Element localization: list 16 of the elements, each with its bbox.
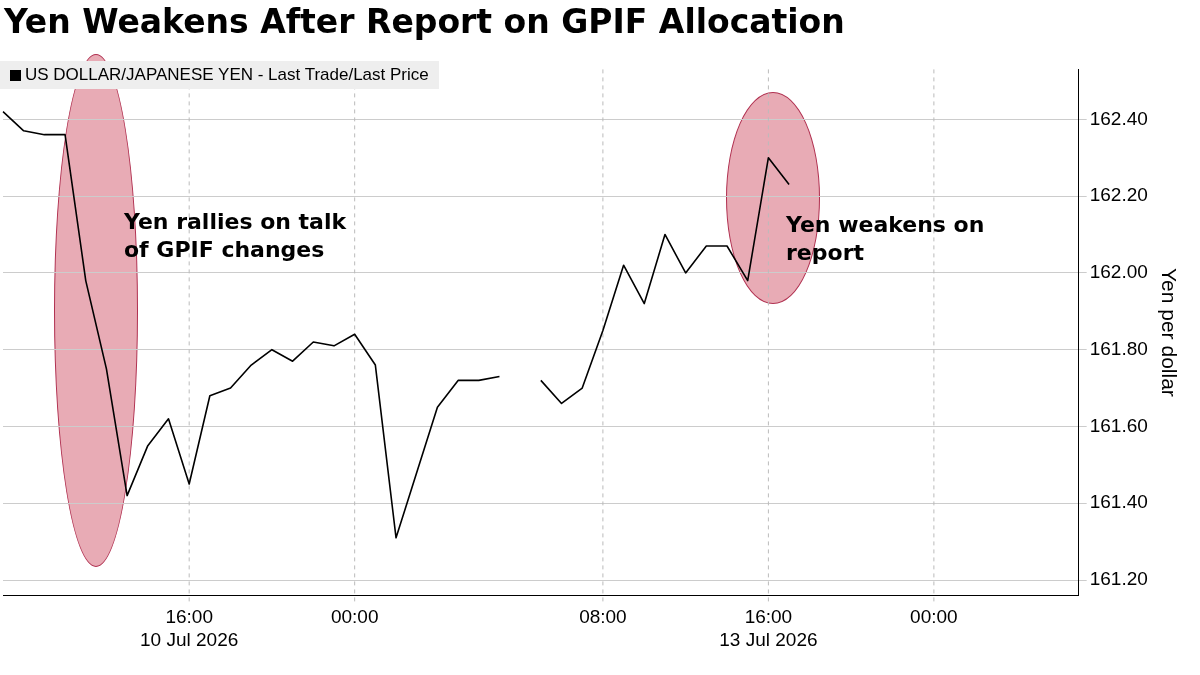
y-tick-label: 161.60: [1089, 414, 1148, 436]
y-tick-label: 161.80: [1089, 337, 1148, 359]
y-tick-label: 161.20: [1089, 568, 1148, 590]
x-tick-label: 08:00: [579, 606, 627, 628]
y-axis-title: Yen per dollar: [1157, 267, 1181, 397]
y-tick-label: 162.40: [1089, 107, 1148, 129]
y-tick-label: 162.00: [1089, 261, 1148, 283]
x-tick-label: 00:00: [330, 606, 379, 628]
chart-title: Yen Weakens After Report on GPIF Allocation: [4, 2, 845, 41]
legend-label: US DOLLAR/JAPANESE YEN - Last Trade/Last Price: [25, 65, 429, 85]
x-tick-label: 16:00 13 Jul 2026: [719, 606, 818, 650]
x-tick-label: 00:00: [910, 606, 958, 628]
x-tick-label: 16:00 10 Jul 2026: [140, 606, 239, 650]
y-tick-label: 161.40: [1089, 491, 1148, 513]
annotation: Yen rallies on talk of GPIF changes: [124, 208, 347, 264]
y-tick-label: 162.20: [1089, 184, 1148, 206]
